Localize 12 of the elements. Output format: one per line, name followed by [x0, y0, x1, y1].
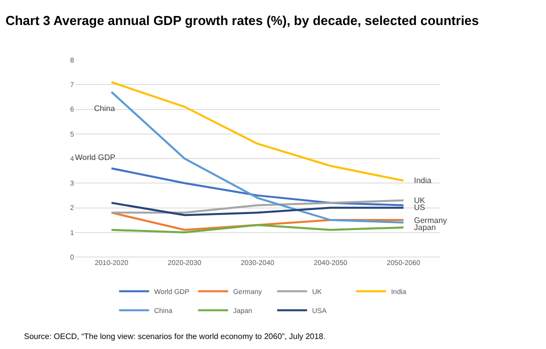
annotation: UK	[414, 196, 426, 205]
annotation: World GDP	[75, 153, 116, 162]
line-series	[110, 212, 404, 231]
annotation: China	[94, 104, 116, 113]
line-series	[110, 224, 404, 234]
source-note: Source: OECD, “The long view: scenarios for the world economy to 2060”, July 2018.	[24, 332, 326, 341]
line-series	[110, 167, 404, 206]
chart-title: Chart 3 Average annual GDP growth rates (%), by decade, selected countries	[5, 12, 479, 28]
annotation: India	[414, 176, 432, 185]
annotation: Japan	[414, 223, 436, 232]
annotation: Germany	[414, 216, 447, 225]
annotation: US	[414, 203, 426, 212]
